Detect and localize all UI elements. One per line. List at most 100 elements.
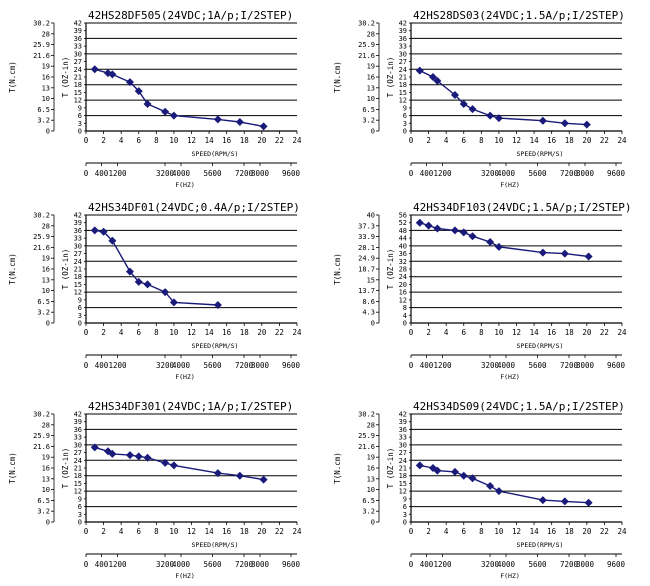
y-tick-label: 20 xyxy=(399,281,407,289)
freq-tick-label: 400 xyxy=(95,169,109,178)
freq-tick-label: 0 xyxy=(84,560,89,569)
x-tick-label: 22 xyxy=(600,136,609,145)
freq-tick-label: 400 xyxy=(95,361,109,370)
data-point-marker xyxy=(424,221,433,230)
y-axis-title: T (OZ-in) xyxy=(386,448,395,489)
x-tick-label: 2 xyxy=(101,527,106,536)
y2-tick-label: 4.3 xyxy=(362,309,375,317)
x-tick-label: 12 xyxy=(512,527,521,536)
y-tick-label: 12 xyxy=(74,289,82,297)
y-tick-label: 18 xyxy=(399,81,407,89)
y2-tick-label: 30.2 xyxy=(358,20,375,28)
y-tick-label: 16 xyxy=(399,289,407,297)
data-point-marker xyxy=(213,301,222,309)
y2-tick-label: 13 xyxy=(367,475,375,483)
x-tick-label: 10 xyxy=(169,328,179,337)
x-tick-label: 24 xyxy=(617,527,627,536)
y-tick-label: 15 xyxy=(399,480,407,488)
freq-axis-title: F(HZ) xyxy=(175,572,195,580)
freq-tick-label: 3200 xyxy=(481,169,500,178)
y2-tick-label: 19 xyxy=(367,63,375,71)
y-tick-label: 15 xyxy=(399,89,407,97)
x-tick-label: 0 xyxy=(409,328,414,337)
y2-tick-label: 25.9 xyxy=(33,41,50,49)
y2-tick-label: 6.5 xyxy=(362,497,375,505)
y-tick-label: 33 xyxy=(74,434,82,442)
y2-tick-label: 24.9 xyxy=(358,255,375,263)
data-point-marker xyxy=(494,114,503,123)
y-tick-label: 56 xyxy=(399,212,407,220)
y-tick-label: 36 xyxy=(74,35,82,43)
data-point-marker xyxy=(235,118,244,126)
x-tick-label: 18 xyxy=(565,136,575,145)
chart-title: 42HS34DF301(24VDC;1A/p;I/2STEP) xyxy=(88,400,293,413)
y-tick-label: 36 xyxy=(399,426,407,434)
freq-tick-label: 5600 xyxy=(528,169,547,178)
y-tick-label: 3 xyxy=(78,120,82,128)
data-point-marker xyxy=(213,469,222,478)
data-point-marker xyxy=(486,111,495,120)
chart-panel: 42HS28DS03(24VDC;1.5A/p;I/2STEP)03691215… xyxy=(333,9,627,189)
x-tick-label: 14 xyxy=(530,527,540,536)
x-tick-label: 18 xyxy=(240,136,250,145)
y-tick-label: 0 xyxy=(403,128,407,136)
y-tick-label: 24 xyxy=(399,66,407,74)
x-tick-label: 6 xyxy=(136,527,141,536)
y2-tick-label: 0 xyxy=(46,128,50,136)
freq-tick-label: 7200 xyxy=(560,560,579,569)
x-tick-label: 6 xyxy=(461,136,466,145)
data-point-marker xyxy=(428,73,437,81)
x-tick-label: 4 xyxy=(119,527,124,536)
data-point-marker xyxy=(582,120,591,129)
y2-tick-label: 13.7 xyxy=(358,287,375,295)
x-tick-label: 24 xyxy=(617,136,627,145)
chart-title: 42HS28DS03(24VDC;1.5A/p;I/2STEP) xyxy=(413,9,625,22)
y2-tick-label: 10 xyxy=(42,486,50,494)
data-point-marker xyxy=(108,449,117,458)
y2-tick-label: 21.6 xyxy=(33,52,50,60)
freq-tick-label: 0 xyxy=(409,169,414,178)
freq-axis-title: F(HZ) xyxy=(500,572,520,580)
y-tick-label: 33 xyxy=(74,43,82,51)
y2-tick-label: 40 xyxy=(367,212,375,220)
y2-tick-label: 33.9 xyxy=(358,233,375,241)
x-tick-label: 14 xyxy=(530,328,540,337)
x-tick-label: 24 xyxy=(617,328,627,337)
x-axis-title: SPEED(RPM/S) xyxy=(192,541,239,549)
y-axis-title: T (OZ-in) xyxy=(61,448,70,489)
data-point-marker xyxy=(90,226,99,235)
y2-tick-label: 30.2 xyxy=(358,411,375,419)
x-tick-label: 20 xyxy=(582,328,592,337)
y-tick-label: 30 xyxy=(74,50,82,58)
x-tick-label: 22 xyxy=(275,136,284,145)
freq-tick-label: 9600 xyxy=(282,169,301,178)
data-point-marker xyxy=(560,249,569,258)
x-tick-label: 18 xyxy=(565,527,575,536)
y-tick-label: 21 xyxy=(399,74,407,82)
x-tick-label: 10 xyxy=(169,527,179,536)
y-tick-label: 0 xyxy=(78,519,82,527)
x-tick-label: 0 xyxy=(409,527,414,536)
x-tick-label: 14 xyxy=(205,527,215,536)
freq-tick-label: 9600 xyxy=(282,560,301,569)
chart-title: 42HS34DF103(24VDC;1.5A/p;I/2STEP) xyxy=(413,201,632,214)
data-point-marker xyxy=(169,111,178,120)
data-point-marker xyxy=(143,453,152,462)
x-tick-label: 0 xyxy=(84,527,89,536)
freq-tick-label: 3200 xyxy=(156,169,175,178)
y2-tick-label: 3.2 xyxy=(37,117,50,125)
y2-tick-label: 15 xyxy=(367,276,375,284)
x-tick-label: 4 xyxy=(119,328,124,337)
data-point-marker xyxy=(415,218,424,227)
y-tick-label: 39 xyxy=(74,219,82,227)
freq-tick-label: 7200 xyxy=(235,560,254,569)
series-line xyxy=(419,69,587,126)
freq-tick-label: 7200 xyxy=(235,361,254,370)
freq-tick-label: 4000 xyxy=(497,361,516,370)
y-tick-label: 9 xyxy=(78,296,82,304)
y2-tick-label: 16 xyxy=(42,74,50,82)
x-axis-title: SPEED(RPM/S) xyxy=(192,150,239,158)
freq-tick-label: 4000 xyxy=(497,560,516,569)
x-tick-label: 4 xyxy=(444,328,449,337)
